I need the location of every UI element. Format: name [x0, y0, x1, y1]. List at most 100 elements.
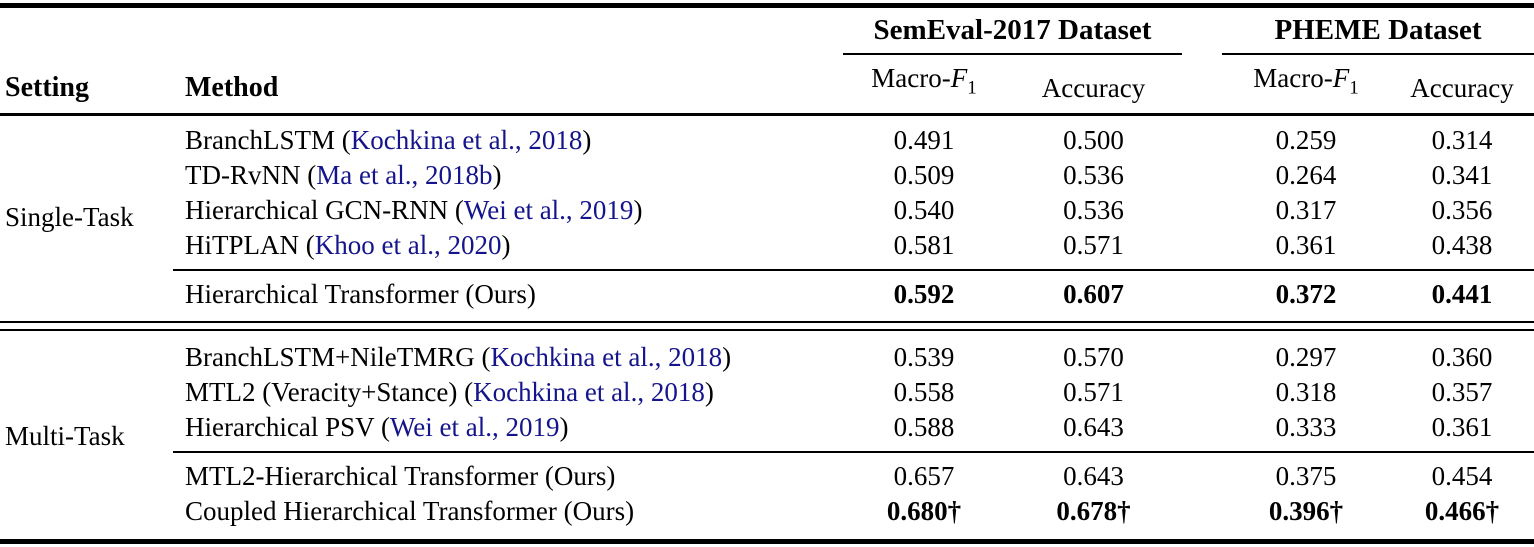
metric-value: 0.454 [1431, 461, 1493, 492]
results-table: SemEval-2017 Dataset PHEME Dataset Setti… [0, 3, 1534, 545]
metric-value: 0.657 [893, 461, 955, 492]
method-name: BranchLSTM+NileTMRG (Kochkina et al., 20… [185, 342, 843, 373]
method-text: MTL2 (Veracity+Stance) ( [185, 377, 474, 408]
metric-value: 0.264 [1275, 160, 1337, 191]
column-spacer [1182, 476, 1222, 477]
column-spacer [1182, 245, 1222, 246]
metric-value: 0.361 [1431, 412, 1493, 443]
metric-value: 0.314 [1431, 125, 1493, 156]
column-spacer [1182, 175, 1222, 176]
metric-value: 0.259 [1275, 125, 1337, 156]
method-name: HiTPLAN (Khoo et al., 2020) [185, 230, 843, 261]
table-header: SemEval-2017 Dataset PHEME Dataset Setti… [0, 8, 1534, 117]
section-divider-rule [173, 451, 1534, 454]
method-text: BranchLSTM ( [185, 125, 351, 156]
double-rule-divider [0, 321, 1534, 332]
metric-value: 0.536 [1063, 195, 1124, 226]
method-text: BranchLSTM+NileTMRG ( [185, 342, 491, 373]
table-row: HiTPLAN (Khoo et al., 2020) 0.581 0.571 … [185, 228, 1534, 263]
method-name: Hierarchical PSV (Wei et al., 2019) [185, 412, 843, 443]
table-row: MTL2 (Veracity+Stance) (Kochkina et al.,… [185, 375, 1534, 410]
method-name: TD-RvNN (Ma et al., 2018b) [185, 160, 843, 191]
column-spacer [1182, 392, 1222, 393]
method-name: Hierarchical GCN-RNN (Wei et al., 2019) [185, 195, 843, 226]
method-name: BranchLSTM (Kochkina et al., 2018) [185, 125, 843, 156]
method-text: Hierarchical GCN-RNN ( [185, 195, 464, 226]
metric-value: 0.571 [1063, 230, 1124, 261]
metric-value: 0.372 [1275, 279, 1337, 310]
method-name: MTL2-Hierarchical Transformer (Ours) [185, 461, 616, 492]
table-row: Hierarchical GCN-RNN (Wei et al., 2019) … [185, 193, 1534, 228]
metric-value: 0.491 [893, 125, 955, 156]
column-header-accuracy-pheme: Accuracy [1410, 73, 1514, 104]
section-multi-task: Multi-Task BranchLSTM+NileTMRG (Kochkina… [0, 333, 1534, 539]
method-text: HiTPLAN ( [185, 230, 315, 261]
table-row: BranchLSTM (Kochkina et al., 2018) 0.491… [185, 123, 1534, 158]
macro-f1-subscript: 1 [967, 77, 977, 99]
citation-link[interactable]: Wei et al., 2019 [463, 195, 634, 226]
citation-link[interactable]: Kochkina et al., 2018 [490, 342, 723, 373]
method-text: TD-RvNN ( [185, 160, 317, 191]
method-name: MTL2 (Veracity+Stance) (Kochkina et al.,… [185, 377, 843, 408]
metric-value: 0.680† [886, 496, 962, 527]
column-header-setting: Setting [5, 72, 89, 104]
column-spacer [1182, 140, 1222, 141]
setting-label-multi-task: Multi-Task [5, 420, 125, 451]
metric-value: 0.360 [1431, 342, 1493, 373]
metric-value: 0.357 [1431, 377, 1493, 408]
group-header-semeval: SemEval-2017 Dataset [843, 14, 1182, 55]
citation-link[interactable]: Ma et al., 2018b [316, 160, 493, 191]
metric-value: 0.318 [1275, 377, 1337, 408]
metric-value: 0.297 [1275, 342, 1337, 373]
metric-value: 0.509 [893, 160, 955, 191]
metric-value: 0.341 [1431, 160, 1493, 191]
citation-link[interactable]: Kochkina et al., 2018 [473, 377, 705, 408]
column-spacer [1182, 357, 1222, 358]
metric-value: 0.361 [1275, 230, 1337, 261]
group-header-pheme: PHEME Dataset [1222, 14, 1534, 55]
metric-value: 0.375 [1275, 461, 1337, 492]
metric-value: 0.558 [893, 377, 955, 408]
metric-value: 0.438 [1431, 230, 1493, 261]
metric-value: 0.678† [1056, 496, 1131, 527]
metric-value: 0.333 [1275, 412, 1337, 443]
column-header-method: Method [185, 72, 279, 104]
citation-link[interactable]: Wei et al., 2019 [389, 412, 560, 443]
table-row: Hierarchical PSV (Wei et al., 2019) 0.58… [185, 410, 1534, 445]
metric-value: 0.536 [1063, 160, 1124, 191]
citation-link[interactable]: Khoo et al., 2020 [314, 230, 502, 261]
metric-value: 0.441 [1431, 279, 1493, 310]
metric-value: 0.500 [1063, 125, 1124, 156]
method-text: ) [704, 377, 714, 408]
metric-value: 0.581 [893, 230, 955, 261]
method-text: ) [559, 412, 569, 443]
section-divider-rule [173, 269, 1534, 272]
metric-value: 0.570 [1063, 342, 1124, 373]
section-single-task-body: BranchLSTM (Kochkina et al., 2018) 0.491… [173, 116, 1534, 319]
metric-value: 0.643 [1063, 461, 1124, 492]
column-header-macro-f1-pheme: Macro-F1 [1222, 63, 1390, 103]
method-name: Coupled Hierarchical Transformer (Ours) [185, 496, 635, 527]
table-row-ours: Hierarchical Transformer (Ours) 0.592 0.… [185, 277, 1534, 312]
table-top-rule [0, 3, 1534, 8]
method-text: ) [492, 160, 502, 191]
metric-value: 0.466† [1424, 496, 1500, 527]
macro-f1-subscript: 1 [1349, 77, 1359, 99]
metric-value: 0.607 [1063, 279, 1124, 310]
macro-f1-symbol: F [1332, 63, 1350, 93]
citation-link[interactable]: Kochkina et al., 2018 [350, 125, 583, 156]
metric-value: 0.643 [1063, 412, 1124, 443]
metric-value: 0.540 [893, 195, 955, 226]
method-name: Hierarchical Transformer (Ours) [185, 279, 536, 310]
macro-f1-symbol: F [950, 63, 968, 93]
column-spacer [1182, 294, 1222, 295]
method-text: ) [633, 195, 643, 226]
table-row: BranchLSTM+NileTMRG (Kochkina et al., 20… [185, 340, 1534, 375]
method-text: ) [582, 125, 592, 156]
column-spacer [1182, 511, 1222, 512]
method-text: Hierarchical PSV ( [185, 412, 390, 443]
metric-value: 0.539 [893, 342, 955, 373]
section-single-task: Single-Task BranchLSTM (Kochkina et al.,… [0, 116, 1534, 319]
metric-value: 0.396† [1268, 496, 1344, 527]
metric-value: 0.317 [1275, 195, 1337, 226]
